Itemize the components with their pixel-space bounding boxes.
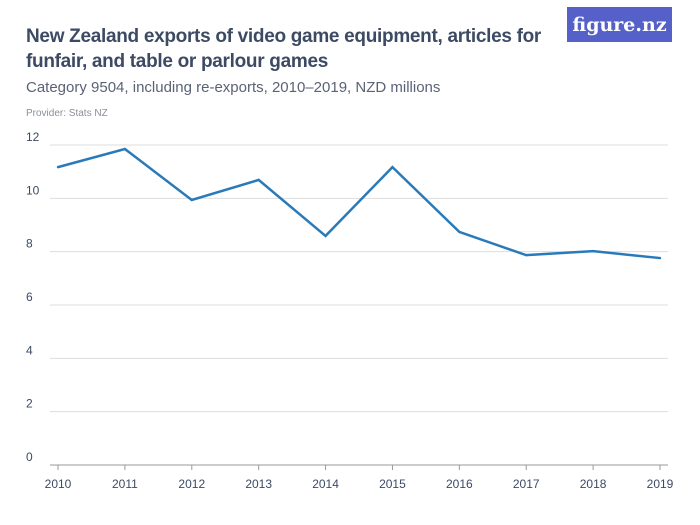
y-tick-label: 2: [26, 397, 33, 411]
y-tick-label: 8: [26, 237, 33, 251]
x-tick-label: 2013: [245, 477, 272, 491]
data-point: [391, 165, 394, 169]
data-point: [257, 178, 260, 182]
x-tick-label: 2011: [112, 477, 138, 491]
provider-label: Provider: Stats NZ: [26, 108, 108, 119]
data-point: [190, 198, 193, 202]
data-point: [56, 165, 60, 169]
data-point: [123, 147, 127, 151]
chart-title: New Zealand exports of video game equipm…: [26, 26, 542, 72]
x-tick-label: 2018: [580, 477, 607, 491]
logo-text: figure.nz: [572, 13, 667, 36]
y-tick-label: 0: [26, 450, 33, 464]
x-tick-label: 2017: [513, 477, 540, 491]
data-point: [525, 253, 528, 257]
data-point: [658, 256, 662, 260]
series-line: [57, 147, 661, 260]
y-tick-label: 12: [26, 130, 40, 144]
x-tick-label: 2016: [446, 477, 473, 491]
x-tick-label: 2010: [45, 477, 72, 491]
x-tick-label: 2019: [647, 477, 674, 491]
y-tick-label: 6: [26, 290, 33, 304]
data-point: [591, 249, 595, 253]
data-point: [324, 234, 327, 238]
y-tick-label: 10: [26, 183, 40, 197]
x-tick-label: 2014: [312, 477, 339, 491]
figure-nz-logo[interactable]: figure.nz: [567, 7, 672, 42]
chart-subtitle: Category 9504, including re-exports, 201…: [26, 79, 441, 96]
x-tick-label: 2015: [379, 477, 406, 491]
y-tick-label: 4: [26, 343, 33, 357]
data-point: [458, 230, 461, 234]
x-tick-label: 2012: [178, 477, 205, 491]
